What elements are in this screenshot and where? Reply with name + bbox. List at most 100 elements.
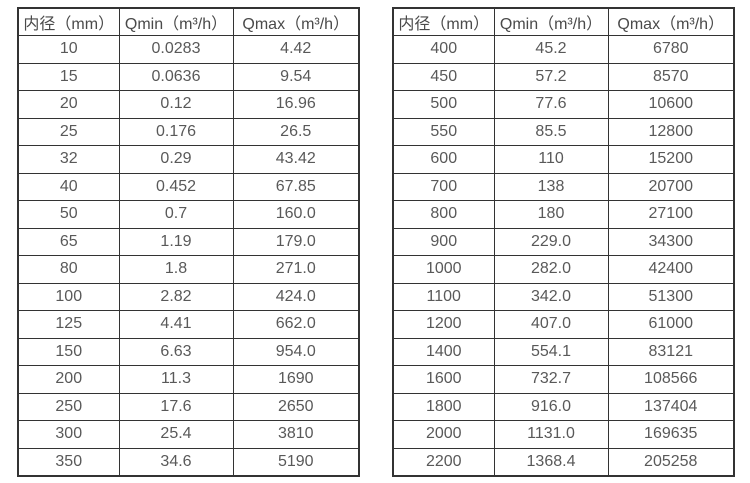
table-cell: 0.0636 <box>118 62 234 91</box>
header-qmax: Qmax（m³/h） <box>232 7 360 36</box>
table-row: 250 17.6 2650 <box>17 392 360 421</box>
table-cell: 2.82 <box>118 282 234 311</box>
table-cell: 83121 <box>607 337 735 366</box>
flow-table-small-diameter: 内径（mm） Qmin（m³/h） Qmax（m³/h） 10 0.0283 4.4… <box>17 7 360 477</box>
header-inner-diameter: 内径（mm） <box>392 7 495 36</box>
table-row: 400 45.2 6780 <box>392 35 735 64</box>
table-row: 50 0.7 160.0 <box>17 200 360 229</box>
table-cell: 800 <box>392 200 495 229</box>
table-cell: 0.452 <box>118 172 234 201</box>
table-row: 1800 916.0 137404 <box>392 392 735 421</box>
table-row: 1000 282.0 42400 <box>392 255 735 284</box>
table-cell: 137404 <box>607 392 735 421</box>
table-cell: 662.0 <box>232 310 360 339</box>
table-cell: 179.0 <box>232 227 360 256</box>
table-cell: 8570 <box>607 62 735 91</box>
table-header: 内径（mm） Qmin（m³/h） Qmax（m³/h） <box>392 7 735 36</box>
table-row: 100 2.82 424.0 <box>17 282 360 311</box>
table-cell: 229.0 <box>493 227 609 256</box>
table-header: 内径（mm） Qmin（m³/h） Qmax（m³/h） <box>17 7 360 36</box>
header-qmax: Qmax（m³/h） <box>607 7 735 36</box>
table-cell: 6780 <box>607 35 735 64</box>
table-cell: 1690 <box>232 365 360 394</box>
table-row: 800 180 27100 <box>392 200 735 229</box>
table-cell: 150 <box>17 337 120 366</box>
table-cell: 10 <box>17 35 120 64</box>
table-cell: 500 <box>392 90 495 119</box>
table-cell: 1800 <box>392 392 495 421</box>
table-cell: 6.63 <box>118 337 234 366</box>
table-cell: 15 <box>17 62 120 91</box>
table-row: 600 110 15200 <box>392 145 735 174</box>
table-cell: 32 <box>17 145 120 174</box>
table-cell: 3810 <box>232 420 360 449</box>
header-row: 内径（mm） Qmin（m³/h） Qmax（m³/h） <box>17 7 360 36</box>
table-cell: 50 <box>17 200 120 229</box>
table-row: 450 57.2 8570 <box>392 62 735 91</box>
table-cell: 0.0283 <box>118 35 234 64</box>
table-body: 10 0.0283 4.42 15 0.0636 9.54 20 0.12 16.96 25 0.1… <box>17 35 360 476</box>
table-row: 1100 342.0 51300 <box>392 282 735 311</box>
table-cell: 1131.0 <box>493 420 609 449</box>
table-row: 125 4.41 662.0 <box>17 310 360 339</box>
table-cell: 900 <box>392 227 495 256</box>
table-cell: 550 <box>392 117 495 146</box>
table-row: 700 138 20700 <box>392 172 735 201</box>
table-row: 1200 407.0 61000 <box>392 310 735 339</box>
table-cell: 42400 <box>607 255 735 284</box>
table-cell: 160.0 <box>232 200 360 229</box>
header-inner-diameter: 内径（mm） <box>17 7 120 36</box>
table-body: 400 45.2 6780 450 57.2 8570 500 77.6 10600 550 85.… <box>392 35 735 476</box>
table-cell: 954.0 <box>232 337 360 366</box>
table-row: 40 0.452 67.85 <box>17 172 360 201</box>
table-cell: 205258 <box>607 447 735 476</box>
table-cell: 20700 <box>607 172 735 201</box>
table-cell: 400 <box>392 35 495 64</box>
table-cell: 11.3 <box>118 365 234 394</box>
table-row: 25 0.176 26.5 <box>17 117 360 146</box>
table-cell: 2200 <box>392 447 495 476</box>
table-cell: 271.0 <box>232 255 360 284</box>
table-cell: 2650 <box>232 392 360 421</box>
table-cell: 5190 <box>232 447 360 476</box>
table-cell: 1.19 <box>118 227 234 256</box>
table-cell: 1400 <box>392 337 495 366</box>
table-cell: 732.7 <box>493 365 609 394</box>
table-cell: 67.85 <box>232 172 360 201</box>
table-cell: 407.0 <box>493 310 609 339</box>
table-cell: 4.42 <box>232 35 360 64</box>
header-row: 内径（mm） Qmin（m³/h） Qmax（m³/h） <box>392 7 735 36</box>
table-row: 65 1.19 179.0 <box>17 227 360 256</box>
table-cell: 350 <box>17 447 120 476</box>
table-cell: 110 <box>493 145 609 174</box>
table-cell: 40 <box>17 172 120 201</box>
table-cell: 125 <box>17 310 120 339</box>
table-cell: 12800 <box>607 117 735 146</box>
table-cell: 0.29 <box>118 145 234 174</box>
table-cell: 25 <box>17 117 120 146</box>
table-cell: 77.6 <box>493 90 609 119</box>
table-cell: 45.2 <box>493 35 609 64</box>
table-cell: 57.2 <box>493 62 609 91</box>
table-cell: 138 <box>493 172 609 201</box>
table-cell: 34300 <box>607 227 735 256</box>
table-cell: 916.0 <box>493 392 609 421</box>
table-cell: 51300 <box>607 282 735 311</box>
table-row: 350 34.6 5190 <box>17 447 360 476</box>
table-cell: 85.5 <box>493 117 609 146</box>
table-row: 550 85.5 12800 <box>392 117 735 146</box>
table-row: 80 1.8 271.0 <box>17 255 360 284</box>
table-cell: 300 <box>17 420 120 449</box>
table-row: 10 0.0283 4.42 <box>17 35 360 64</box>
table-cell: 65 <box>17 227 120 256</box>
table-cell: 180 <box>493 200 609 229</box>
table-cell: 100 <box>17 282 120 311</box>
table-cell: 27100 <box>607 200 735 229</box>
table-cell: 1000 <box>392 255 495 284</box>
table-cell: 1100 <box>392 282 495 311</box>
table-row: 300 25.4 3810 <box>17 420 360 449</box>
header-qmin: Qmin（m³/h） <box>493 7 609 36</box>
table-cell: 0.12 <box>118 90 234 119</box>
table-cell: 424.0 <box>232 282 360 311</box>
